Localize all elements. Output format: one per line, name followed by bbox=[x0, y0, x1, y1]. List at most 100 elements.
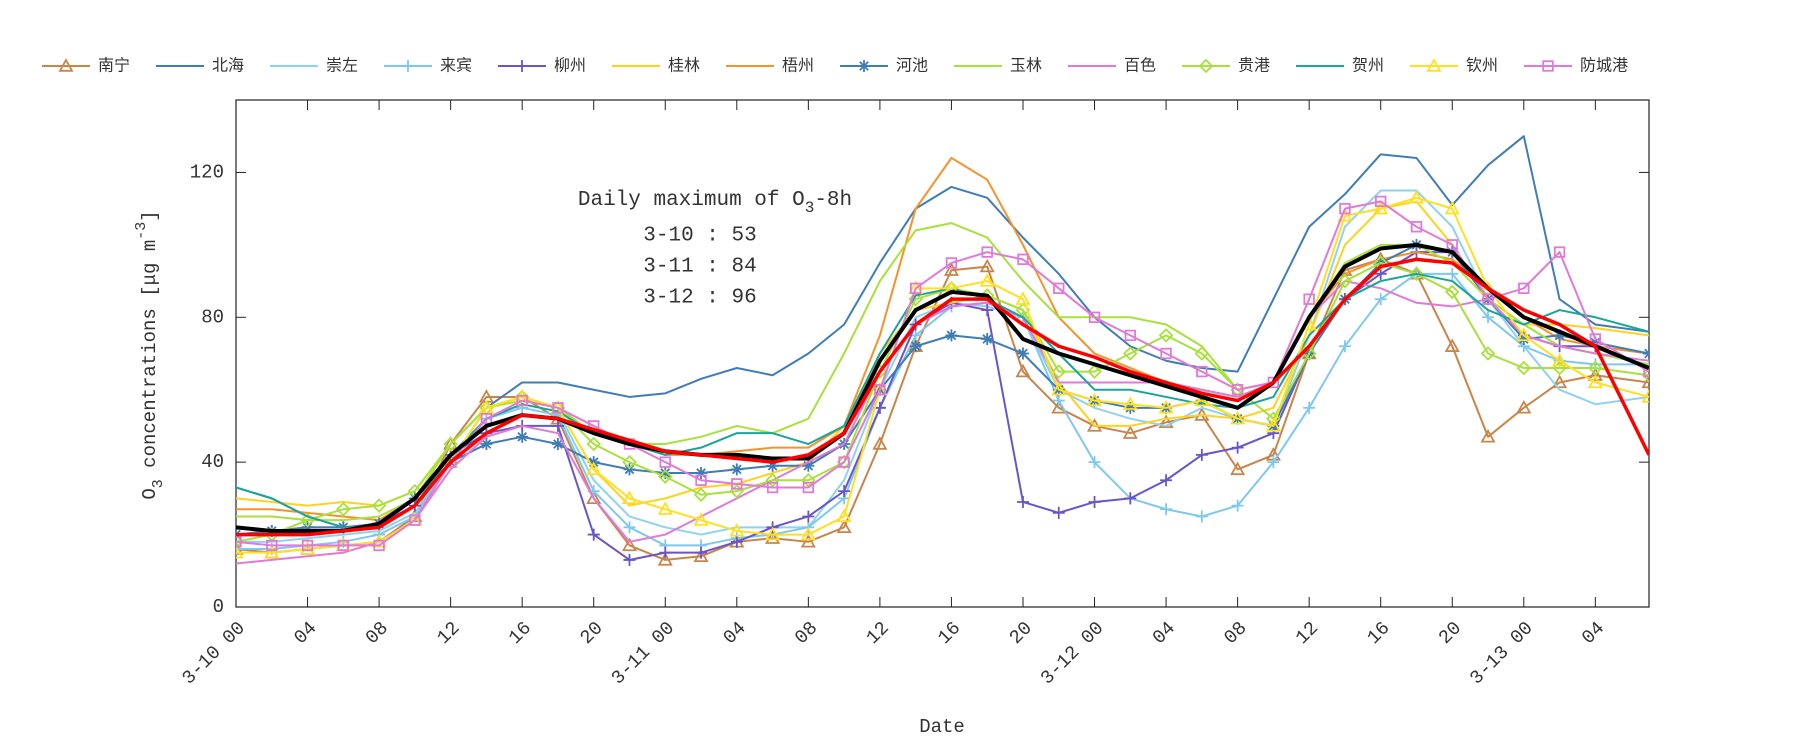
marker bbox=[480, 412, 493, 425]
legend-item: 贺州 bbox=[1296, 56, 1384, 75]
marker bbox=[1553, 246, 1566, 258]
series-line bbox=[236, 261, 1649, 543]
marker bbox=[858, 60, 870, 72]
marker bbox=[516, 60, 528, 72]
marker bbox=[1053, 282, 1065, 295]
marker bbox=[1303, 401, 1316, 414]
marker bbox=[801, 472, 816, 488]
marker bbox=[1160, 503, 1173, 516]
marker bbox=[1589, 336, 1602, 349]
marker bbox=[621, 537, 638, 552]
marker bbox=[1641, 374, 1649, 389]
x-tick-label: 3-11 00 bbox=[607, 617, 679, 689]
marker bbox=[266, 539, 278, 552]
marker bbox=[1088, 495, 1101, 508]
x-tick-label: 3-13 00 bbox=[1466, 617, 1538, 689]
marker bbox=[1158, 328, 1174, 343]
marker bbox=[657, 469, 673, 484]
marker bbox=[1158, 399, 1174, 414]
legend-item: 河池 bbox=[840, 56, 928, 75]
x-tick-label: 16 bbox=[934, 617, 966, 649]
annotation-part: Daily maximum of O bbox=[578, 189, 805, 212]
marker bbox=[1267, 456, 1280, 469]
series-line bbox=[236, 189, 1649, 543]
marker bbox=[1444, 284, 1460, 300]
annotation-line: 3-11 : 84 bbox=[643, 256, 756, 279]
series-line bbox=[236, 280, 1649, 565]
marker bbox=[1017, 253, 1029, 266]
marker bbox=[1158, 414, 1174, 429]
marker bbox=[1231, 441, 1244, 454]
marker bbox=[657, 501, 673, 515]
annotation-part: -8h bbox=[814, 189, 852, 212]
x-tick-label: 16 bbox=[504, 617, 536, 649]
marker bbox=[623, 521, 636, 534]
marker bbox=[836, 519, 852, 534]
marker bbox=[1124, 329, 1137, 342]
legend-item: 来宾 bbox=[384, 56, 472, 75]
marker bbox=[1338, 340, 1351, 353]
series-group bbox=[236, 135, 1649, 566]
marker bbox=[1426, 58, 1442, 72]
marker bbox=[478, 399, 494, 414]
legend-label: 梧州 bbox=[782, 56, 814, 75]
marker bbox=[1265, 418, 1281, 432]
y-axis-label: O3 concentrations [μg m-3] bbox=[133, 210, 167, 499]
marker bbox=[1518, 282, 1530, 295]
marker bbox=[1088, 456, 1101, 469]
marker bbox=[301, 539, 314, 552]
marker bbox=[979, 273, 995, 287]
legend-label: 北海 bbox=[212, 56, 244, 75]
legend-label: 来宾 bbox=[440, 56, 472, 75]
marker bbox=[621, 490, 638, 505]
marker bbox=[409, 514, 421, 526]
x-tick-label: 04 bbox=[719, 617, 751, 649]
marker bbox=[1374, 293, 1387, 306]
marker bbox=[1194, 346, 1210, 361]
marker bbox=[1052, 394, 1065, 407]
legend-item: 玉林 bbox=[954, 56, 1042, 75]
marker bbox=[1516, 360, 1532, 376]
marker bbox=[944, 281, 959, 296]
x-tick-label: 16 bbox=[1363, 617, 1395, 649]
marker bbox=[552, 402, 564, 414]
marker bbox=[1542, 60, 1554, 72]
annotation-part: 3 bbox=[805, 199, 815, 217]
x-axis-label: Date bbox=[919, 716, 965, 738]
x-tick-label: 12 bbox=[433, 617, 465, 649]
marker bbox=[58, 58, 74, 72]
marker bbox=[236, 543, 242, 556]
marker bbox=[1410, 221, 1423, 233]
marker bbox=[1480, 346, 1496, 361]
marker bbox=[443, 436, 458, 452]
plot-area bbox=[236, 135, 1649, 566]
marker bbox=[1480, 428, 1496, 443]
legend-item: 北海 bbox=[156, 56, 244, 75]
x-tick-label: 04 bbox=[1577, 617, 1609, 649]
marker bbox=[1160, 347, 1172, 360]
y-label-part: 3 bbox=[150, 479, 167, 488]
annotation-title: Daily maximum of O3-8h bbox=[578, 189, 852, 218]
legend-label: 贵港 bbox=[1238, 56, 1270, 75]
marker bbox=[945, 329, 958, 342]
marker bbox=[802, 481, 815, 494]
legend-label: 防城港 bbox=[1580, 56, 1628, 75]
marker bbox=[1016, 347, 1029, 360]
marker bbox=[873, 401, 886, 414]
legend-item: 崇左 bbox=[270, 56, 358, 75]
x-tick-label: 08 bbox=[361, 617, 393, 649]
marker bbox=[1482, 311, 1495, 324]
marker bbox=[236, 544, 244, 559]
y-tick-label: 120 bbox=[190, 161, 224, 183]
marker bbox=[729, 523, 745, 537]
y-label-part: O bbox=[139, 488, 161, 499]
marker bbox=[516, 394, 528, 407]
marker bbox=[979, 258, 995, 273]
marker bbox=[371, 498, 387, 513]
marker bbox=[623, 553, 636, 566]
marker bbox=[1015, 291, 1031, 305]
marker bbox=[693, 548, 709, 562]
marker bbox=[1408, 189, 1425, 204]
marker bbox=[766, 459, 779, 472]
